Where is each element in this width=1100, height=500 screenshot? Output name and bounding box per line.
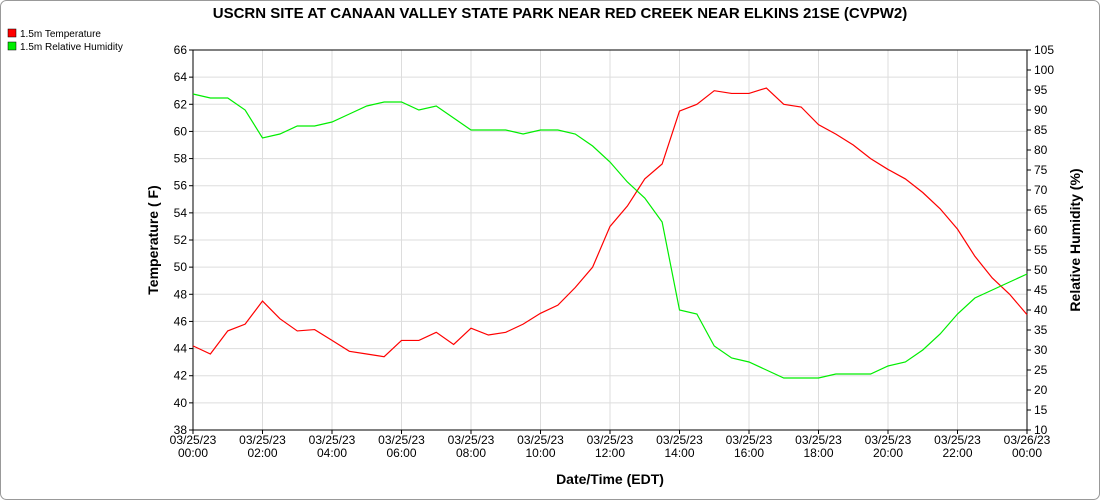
y2-tick-label: 105	[1034, 43, 1054, 57]
y2-tick-label: 75	[1034, 163, 1048, 177]
y2-tick-label: 20	[1034, 383, 1048, 397]
y2-tick-label: 95	[1034, 83, 1048, 97]
y2-tick-label: 55	[1034, 243, 1048, 257]
legend-swatch	[7, 41, 17, 51]
y2-tick-label: 25	[1034, 363, 1048, 377]
data-line	[192, 87, 1028, 358]
x-tick-label: 03/25/23 00:00	[170, 433, 217, 460]
y-tick-label: 38	[174, 423, 188, 437]
y-tick-label: 56	[174, 179, 188, 193]
y-tick-label: 40	[174, 396, 188, 410]
plot-area	[192, 49, 1028, 431]
y-tick-label: 66	[174, 43, 188, 57]
y2-tick-label: 100	[1034, 63, 1054, 77]
x-tick-label: 03/25/23 16:00	[726, 433, 773, 460]
y2-axis-title: Relative Humidity (%)	[1067, 168, 1083, 311]
x-tick-label: 03/25/23 14:00	[656, 433, 703, 460]
y-tick-label: 48	[174, 287, 188, 301]
y2-tick-label: 10	[1034, 423, 1048, 437]
x-tick-label: 03/25/23 10:00	[517, 433, 564, 460]
x-tick-label: 03/25/23 12:00	[587, 433, 634, 460]
y2-tick-label: 85	[1034, 123, 1048, 137]
y2-tick-label: 15	[1034, 403, 1048, 417]
x-tick-label: 03/26/23 00:00	[1004, 433, 1051, 460]
x-tick-label: 03/25/23 22:00	[934, 433, 981, 460]
y2-tick-label: 35	[1034, 323, 1048, 337]
y-tick-label: 50	[174, 260, 188, 274]
x-tick-label: 03/25/23 02:00	[239, 433, 286, 460]
y2-tick-label: 90	[1034, 103, 1048, 117]
y-tick-label: 52	[174, 233, 188, 247]
y2-tick-label: 45	[1034, 283, 1048, 297]
x-tick-label: 03/25/23 20:00	[865, 433, 912, 460]
x-tick-label: 03/25/23 18:00	[795, 433, 842, 460]
y-tick-label: 42	[174, 369, 188, 383]
x-axis-title: Date/Time (EDT)	[556, 471, 664, 487]
legend-label: 1.5m Relative Humidity	[20, 42, 123, 53]
y-tick-label: 58	[174, 152, 188, 166]
x-tick-label: 03/25/23 08:00	[448, 433, 495, 460]
y-axis-title: Temperature ( F)	[145, 185, 161, 294]
y-tick-label: 44	[174, 342, 188, 356]
y2-tick-label: 50	[1034, 263, 1048, 277]
x-tick-label: 03/25/23 04:00	[309, 433, 356, 460]
y-tick-label: 54	[174, 206, 188, 220]
data-line	[192, 93, 1028, 379]
x-tick-label: 03/25/23 06:00	[378, 433, 425, 460]
y2-tick-label: 65	[1034, 203, 1048, 217]
legend-swatch	[7, 28, 17, 38]
y2-tick-label: 30	[1034, 343, 1048, 357]
chart-title: USCRN SITE AT CANAAN VALLEY STATE PARK N…	[213, 5, 908, 22]
y2-tick-label: 40	[1034, 303, 1048, 317]
legend-label: 1.5m Temperature	[20, 29, 101, 40]
y-tick-label: 62	[174, 97, 188, 111]
y-tick-label: 60	[174, 124, 188, 138]
y2-tick-label: 80	[1034, 143, 1048, 157]
y-tick-label: 64	[174, 70, 188, 84]
y2-tick-label: 70	[1034, 183, 1048, 197]
y-tick-label: 46	[174, 314, 188, 328]
y2-tick-label: 60	[1034, 223, 1048, 237]
